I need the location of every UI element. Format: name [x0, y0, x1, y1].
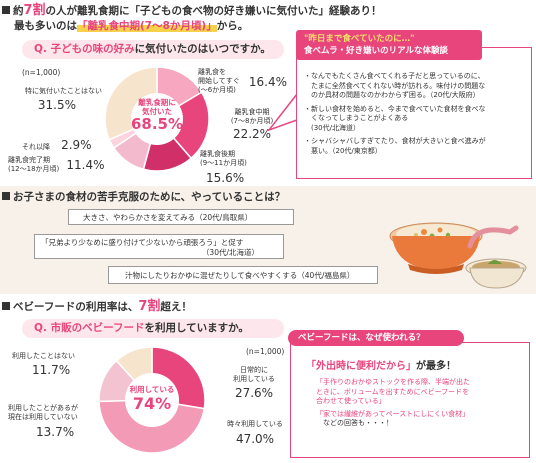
donut-chart-2: [98, 346, 206, 454]
donut-chart-1: [104, 66, 210, 172]
why-main: 「外出時に便利だから」が最多！: [306, 361, 456, 372]
question-pill-1: Q. 子どもの味の好みに気付いたのはいつですか。: [22, 40, 284, 59]
label-used-before: 利用したことがあるが 現在は利用していない 13.7%: [8, 404, 78, 439]
label-later: それ以降 2.9%: [22, 138, 92, 152]
tip-bubble-1: 大きさ、やわらかさを変えてみる（20代/鳥取県）: [68, 209, 294, 225]
why-list: 「手作りのおかゆストックを作る際、半端が出た ときに、ボリュームを出すためにベビ…: [316, 378, 470, 427]
why-tag: ベビーフードは、なぜ使われる？: [288, 330, 464, 346]
tip-bubble-2: 「兄弟より少なめに盛り付けて少ないから頑張ろう」と促す （30代/北海道）: [34, 234, 284, 259]
comment-box: [296, 47, 532, 179]
comment-tag: "昨日まで食べていたのに…" 食べムラ・好き嫌いのリアルな体験談: [296, 30, 482, 60]
comment-list: ・なんでもたくさん食べてくれる子だと思っているのに、 たまに全然食べてくれない時…: [304, 72, 486, 155]
section3-heading: ベビーフードの利用率は、7割超え！: [2, 299, 192, 315]
bullet-square: [2, 6, 10, 14]
sample-size-1: (n=1,000): [22, 68, 61, 77]
label-daily: 日常的に 利用している 27.6%: [233, 366, 275, 400]
center-percentage: 68.5%: [130, 115, 184, 133]
label-late: 離乳食後期 (9〜11か月頃) 15.6%: [200, 149, 247, 186]
section2-heading: お子さまの食材の苦手克服のために、やっていることは？: [2, 190, 285, 205]
center-percentage-2: 74%: [132, 394, 172, 413]
label-none-1: 特に気付いたことはない 31.5%: [25, 87, 102, 112]
section1-subheading: 最も多いのは「離乳食中期(7〜8か月頃)」から。: [14, 20, 249, 32]
tip-bubble-3: 汁物にしたりおかゆに混ぜたりして食べやすくする（40代/福島県）: [108, 266, 378, 284]
section1-heading: 約7割の人が離乳食期に「子どもの食べ物の好き嫌いに気付いた」経験あり！: [2, 3, 382, 19]
label-sometimes: 時々利用している 47.0%: [227, 420, 283, 446]
label-start: 離乳食を 開始してすぐ (〜6か月頃) 16.4%: [198, 68, 288, 94]
donut1-center: 離乳食期に 気付いた 68.5%: [110, 98, 204, 133]
donut2-center: 利用している 74%: [104, 385, 200, 413]
comment-pointer: [268, 91, 298, 132]
why-box: [290, 342, 530, 458]
label-mid: 離乳食中期 (7〜8か月頃) 22.2%: [230, 108, 274, 141]
label-never: 利用したことはない 11.7%: [12, 352, 75, 377]
center-label-2: 気付いた: [142, 107, 172, 116]
sample-size-2: (n=1,000): [246, 347, 285, 356]
label-complete: 離乳食完了期 (12〜18か月頃) 11.4%: [8, 155, 105, 173]
question-pill-2: Q. 市販のベビーフードを利用していますか。: [22, 319, 284, 338]
donut-slice-1: [155, 91, 210, 160]
center-label-using: 利用している: [129, 385, 175, 394]
baby-food-illustration: [389, 222, 527, 289]
center-label-1: 離乳食期に: [138, 98, 176, 107]
